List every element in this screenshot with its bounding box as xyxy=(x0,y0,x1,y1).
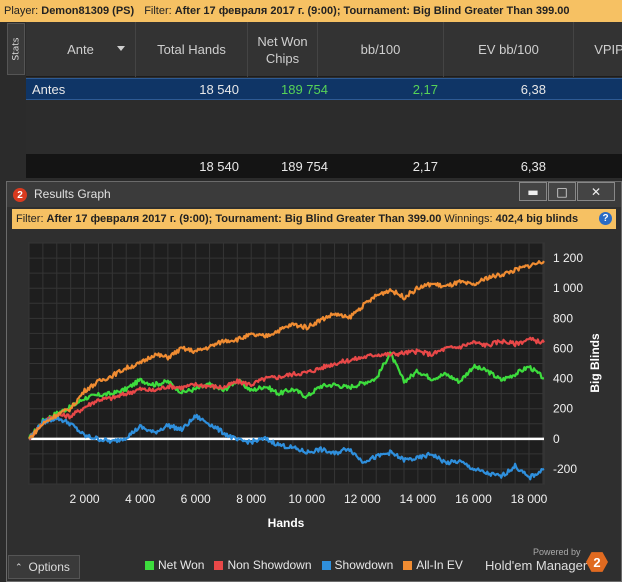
col-header-vpip[interactable]: VPIP xyxy=(594,42,622,57)
legend-item[interactable]: Non Showdown xyxy=(214,558,312,572)
stats-header: Ante Total Hands Net Won Chips bb/100 EV… xyxy=(26,22,622,77)
graph-filter-bar: Filter: After 17 февраля 2017 г. (9:00);… xyxy=(12,209,616,229)
cell-ev-bb100: 6,38 xyxy=(520,81,546,97)
col-header-total-hands[interactable]: Total Hands xyxy=(136,22,248,77)
maximize-icon: □ xyxy=(556,184,568,199)
results-graph-window: 2 Results Graph ▬ □ ✕ Filter: After 17 ф… xyxy=(6,181,622,582)
total-bb100: 2,17 xyxy=(412,158,438,174)
cell-net-won: 189 754 xyxy=(281,81,328,97)
legend-swatch xyxy=(321,560,331,570)
winnings-label: Winnings: xyxy=(444,213,493,225)
col-header-bb100[interactable]: bb/100 xyxy=(318,22,444,77)
legend-label: All-In EV xyxy=(416,558,463,572)
maximize-button[interactable]: □ xyxy=(548,182,576,201)
chart-legend: Net Won Non Showdown Showdown All-In EV xyxy=(145,558,463,572)
brand-name: Hold'em Manager xyxy=(485,558,588,573)
legend-item[interactable]: Showdown xyxy=(321,558,394,572)
legend-swatch xyxy=(145,560,154,570)
hm2-brand: Powered by Hold'em Manager 2 xyxy=(485,547,615,577)
chevron-up-icon: ⌃ xyxy=(15,561,23,572)
legend-label: Non Showdown xyxy=(227,558,312,572)
winnings-value: 402,4 big blinds xyxy=(495,213,579,225)
chevron-down-icon[interactable] xyxy=(117,46,125,51)
options-button[interactable]: ⌃ Options xyxy=(8,555,80,579)
player-label: Player: xyxy=(4,5,39,17)
graph-filter-label: Filter: xyxy=(16,213,44,225)
cell-ante: Antes xyxy=(32,81,66,97)
legend-item[interactable]: Net Won xyxy=(145,558,204,572)
hm2-logo-icon: 2 xyxy=(13,188,27,202)
filter-text[interactable]: After 17 февраля 2017 г. (9:00); Tournam… xyxy=(174,5,570,17)
options-label: Options xyxy=(28,560,70,574)
player-name[interactable]: Demon81309 (PS) xyxy=(41,5,135,17)
totals-row: 18 540 189 754 2,17 6,38 xyxy=(26,154,622,178)
cell-total-hands: 18 540 xyxy=(199,81,239,97)
legend-label: Net Won xyxy=(158,558,205,572)
col-header-ev-bb100[interactable]: EV bb/100 xyxy=(444,22,574,77)
minimize-button[interactable]: ▬ xyxy=(519,182,547,201)
close-icon: ✕ xyxy=(590,184,602,199)
close-button[interactable]: ✕ xyxy=(577,182,615,201)
total-hands: 18 540 xyxy=(199,158,239,174)
help-icon[interactable]: ? xyxy=(599,212,612,225)
window-title: Results Graph xyxy=(34,187,111,201)
minimize-icon: ▬ xyxy=(527,184,539,199)
legend-swatch xyxy=(214,560,224,570)
stats-tab[interactable]: Stats xyxy=(7,23,25,75)
player-filter-bar: Player: Demon81309 (PS) Filter: After 17… xyxy=(0,0,622,22)
hm2-badge-icon: 2 xyxy=(586,552,608,572)
col-header-ante[interactable]: Ante xyxy=(26,22,136,77)
window-titlebar[interactable]: 2 Results Graph ▬ □ ✕ xyxy=(7,182,621,207)
legend-item[interactable]: All-In EV xyxy=(403,558,463,572)
stats-tab-label: Stats xyxy=(11,37,22,61)
total-net-won: 189 754 xyxy=(281,158,328,174)
legend-swatch xyxy=(403,560,413,570)
total-ev-bb100: 6,38 xyxy=(520,158,546,174)
graph-filter-text[interactable]: After 17 февраля 2017 г. (9:00); Tournam… xyxy=(46,213,442,225)
powered-by-text: Powered by xyxy=(533,547,581,557)
legend-label: Showdown xyxy=(334,558,394,572)
cell-bb100: 2,17 xyxy=(412,81,438,97)
table-row[interactable]: Antes 18 540 189 754 2,17 6,38 xyxy=(26,78,622,100)
col-header-net-won-chips[interactable]: Net Won Chips xyxy=(248,22,318,77)
filter-label: Filter: xyxy=(144,5,172,17)
stats-grid: Ante Total Hands Net Won Chips bb/100 EV… xyxy=(26,22,622,178)
